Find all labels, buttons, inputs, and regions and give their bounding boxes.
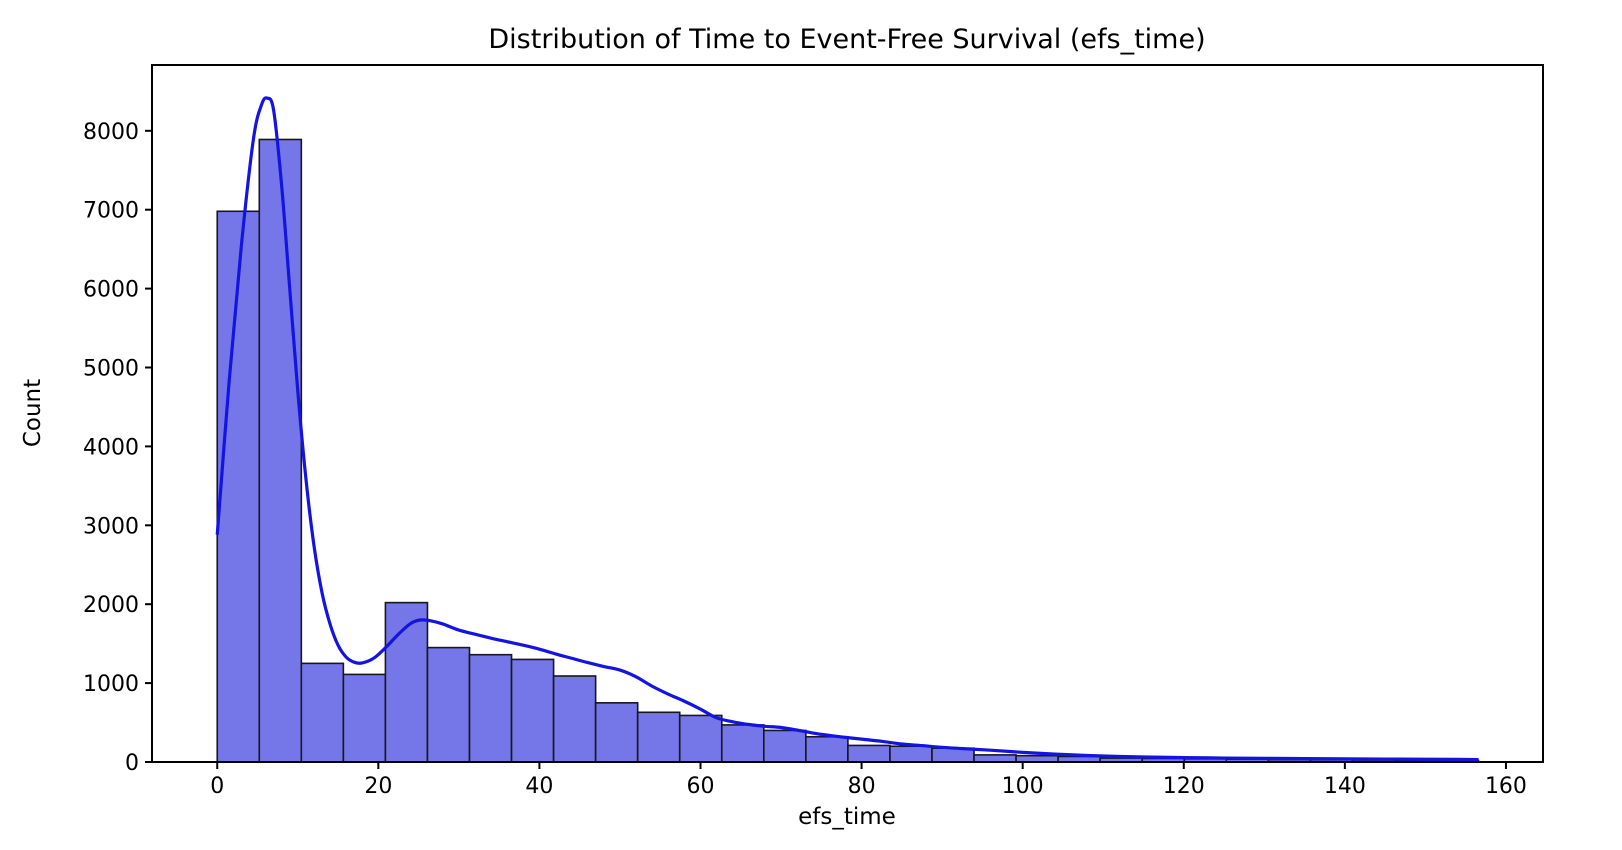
histogram-bars [216, 138, 1480, 763]
y-tick-label: 7000 [83, 199, 139, 224]
x-tick-label: 60 [687, 774, 715, 799]
x-tick-label: 120 [1163, 774, 1205, 799]
histogram-bar [973, 754, 1017, 763]
histogram-bar [594, 702, 639, 763]
x-tick-label: 140 [1324, 774, 1366, 799]
histogram-bar [258, 138, 303, 763]
y-tick-label: 2000 [83, 593, 139, 618]
histogram-bar [720, 724, 765, 763]
x-tick-label: 0 [210, 774, 224, 799]
histogram-bar [678, 714, 723, 763]
histogram-bar [510, 658, 555, 763]
x-tick-label: 160 [1485, 774, 1527, 799]
x-tick-label: 100 [1002, 774, 1044, 799]
histogram-bar [216, 210, 261, 763]
histogram-bar [636, 711, 681, 763]
x-tick-label: 40 [525, 774, 553, 799]
y-tick-label: 0 [125, 751, 139, 776]
histogram-bar [300, 662, 345, 763]
y-tick-label: 4000 [83, 435, 139, 460]
histogram-bar [889, 745, 933, 763]
chart-title: Distribution of Time to Event-Free Survi… [488, 24, 1205, 55]
y-axis-ticks: 0 1000 2000 3000 4000 5000 6000 7000 8000 [83, 120, 152, 776]
histogram-bar [384, 601, 429, 763]
y-tick-label: 8000 [83, 120, 139, 145]
histogram-bar [426, 646, 471, 763]
x-axis-label: efs_time [798, 804, 896, 830]
y-tick-label: 5000 [83, 357, 139, 382]
plot-frame [151, 64, 1544, 763]
y-axis-label: Count [20, 379, 46, 447]
histogram-bar [805, 735, 849, 763]
histogram-bar [763, 729, 807, 763]
histogram-bar [847, 744, 891, 763]
histogram-bar [468, 653, 513, 763]
y-tick-label: 3000 [83, 514, 139, 539]
histogram-bar [342, 673, 387, 763]
kde-curve-group [215, 96, 1479, 762]
y-tick-label: 6000 [83, 278, 139, 303]
histogram-bar [552, 675, 597, 763]
x-tick-label: 80 [848, 774, 876, 799]
kde-curve [215, 96, 1479, 762]
y-tick-label: 1000 [83, 672, 139, 697]
x-axis-ticks: 0 20 40 60 80 100 120 140 160 [210, 762, 1527, 799]
x-tick-label: 20 [364, 774, 392, 799]
